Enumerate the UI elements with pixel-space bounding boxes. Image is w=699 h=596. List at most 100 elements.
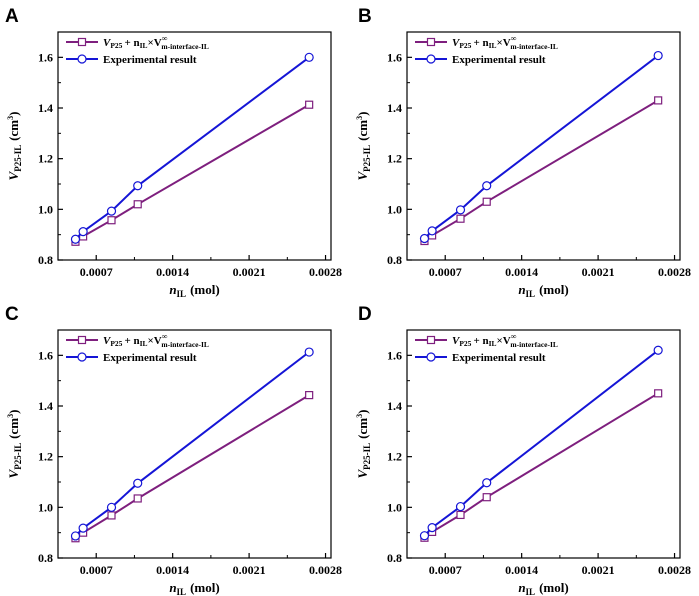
experimental-data-point: [653, 345, 663, 355]
chart-panel-c: C 0.8 1.0 1.2 1.4 1.6 0.0007 0.0014 0.0021 0.0028…: [5, 304, 342, 596]
experimental-data-point: [455, 205, 466, 215]
legend-m-interface-sub: m-interface-IL: [510, 340, 557, 349]
experimental-data-point: [653, 50, 663, 61]
y-label-symbol: V: [6, 468, 21, 478]
y-tick-label: 1.4: [38, 399, 53, 413]
legend-times-v: ×V: [148, 335, 162, 347]
x-axis-label: nIL (mol): [169, 580, 219, 596]
x-label-symbol: n: [169, 282, 176, 297]
legend-marker-experimental: [426, 352, 436, 362]
x-label-unit: (mol): [190, 282, 220, 297]
legend-experimental-label: Experimental result: [103, 352, 197, 364]
x-tick-label: 0.0007: [429, 265, 462, 279]
legend-v: V: [103, 37, 112, 49]
experimental-data-point: [455, 501, 466, 512]
x-tick-label: 0.0014: [156, 265, 189, 279]
experimental-data-point: [78, 523, 88, 533]
x-axis-label: nIL (mol): [518, 580, 568, 596]
legend-marker-model: [426, 37, 436, 47]
model-data-point: [133, 200, 142, 209]
experimental-data-point: [78, 227, 88, 237]
model-data-point: [107, 216, 116, 225]
x-label-subscript: IL: [526, 289, 536, 299]
experimental-data-point: [106, 502, 117, 512]
legend-experimental-label: Experimental result: [452, 352, 546, 364]
legend-infinity-sup: ∞: [162, 34, 168, 43]
experimental-data-point: [419, 233, 430, 244]
experimental-data-point: [70, 234, 81, 244]
x-tick-label: 0.0007: [80, 265, 113, 279]
legend-il-sub: IL: [489, 339, 497, 348]
x-label-symbol: n: [518, 580, 525, 595]
model-data-point: [654, 96, 663, 105]
experimental-data-point: [427, 226, 437, 236]
legend-model-label: VP25 + nIL×V∞ m-interface-IL: [103, 332, 209, 349]
model-data-point: [456, 510, 465, 520]
legend-p25-sub: P25: [110, 339, 122, 348]
legend-infinity-sup: ∞: [162, 332, 168, 341]
y-label-superscript: 3: [355, 116, 364, 120]
legend-il-sub: IL: [489, 41, 497, 50]
legend-il-sub: IL: [140, 339, 148, 348]
y-label-close-paren: ): [355, 112, 370, 116]
y-tick-label: 1.2: [38, 450, 53, 464]
x-label-unit: (mol): [539, 282, 569, 297]
experimental-data-point: [482, 181, 492, 191]
model-data-point: [482, 197, 491, 206]
legend-m-interface-sub: m-interface-IL: [510, 42, 557, 51]
y-label-subscript: P25-IL: [362, 443, 372, 470]
legend-v: V: [103, 335, 112, 347]
legend-experimental-label: Experimental result: [452, 54, 546, 66]
y-label-symbol: V: [355, 170, 370, 180]
x-axis-label: nIL (mol): [169, 282, 219, 299]
experimental-data-point: [304, 347, 314, 357]
y-tick-label: 1.0: [38, 500, 53, 514]
x-tick-label: 0.0021: [582, 563, 615, 577]
y-tick-label: 1.6: [38, 348, 53, 362]
model-data-point: [305, 391, 314, 400]
plot-frame: [406, 31, 681, 261]
panel-letter: B: [358, 6, 372, 27]
plot-frame: [406, 329, 681, 559]
legend-p25-sub: P25: [459, 41, 471, 50]
x-label-symbol: n: [518, 282, 525, 297]
y-label-subscript: P25-IL: [13, 145, 23, 172]
model-data-point: [133, 494, 142, 503]
y-label-subscript: P25-IL: [362, 145, 372, 172]
experimental-data-point: [427, 522, 437, 533]
experimental-data-point: [482, 478, 492, 488]
legend-model-label: VP25 + nIL×V∞ m-interface-IL: [452, 332, 558, 349]
y-axis-label: VP25-IL (cm3): [6, 112, 23, 181]
y-tick-label: 1.4: [387, 399, 402, 413]
y-label-close-paren: ): [355, 410, 370, 414]
legend-plus-n: + n: [473, 335, 488, 347]
x-tick-label: 0.0014: [156, 563, 189, 577]
legend-v: V: [452, 37, 461, 49]
legend-marker-model: [77, 37, 87, 47]
y-tick-label: 1.6: [387, 348, 402, 362]
y-tick-label: 1.2: [38, 152, 53, 166]
y-tick-label: 1.0: [38, 202, 53, 216]
chart-panel-d: D 0.8 1.0 1.2 1.4 1.6 0.0007 0.0014 0.0021 0.0028…: [355, 304, 691, 596]
legend-model-label: VP25 + nIL×V∞ m-interface-IL: [103, 34, 209, 51]
x-axis-label: nIL (mol): [518, 282, 568, 299]
y-tick-label: 0.8: [387, 551, 402, 565]
y-tick-label: 1.0: [387, 500, 402, 514]
x-label-subscript: IL: [177, 587, 187, 596]
y-tick-label: 1.6: [38, 50, 53, 64]
x-label-unit: (mol): [539, 580, 569, 595]
y-label-symbol: V: [355, 468, 370, 478]
y-label-symbol: V: [6, 170, 21, 180]
legend-plus-n: + n: [124, 37, 139, 49]
experimental-data-point: [70, 531, 81, 541]
y-tick-label: 0.8: [38, 253, 53, 267]
x-tick-label: 0.0028: [658, 265, 691, 279]
x-tick-label: 0.0028: [658, 563, 691, 577]
experimental-data-point: [133, 478, 143, 488]
experimental-data-point: [133, 181, 143, 191]
panel-letter: D: [358, 304, 372, 325]
y-label-close-paren: ): [6, 112, 21, 116]
legend-marker-model: [426, 335, 436, 345]
legend-m-interface-sub: m-interface-IL: [161, 340, 208, 349]
